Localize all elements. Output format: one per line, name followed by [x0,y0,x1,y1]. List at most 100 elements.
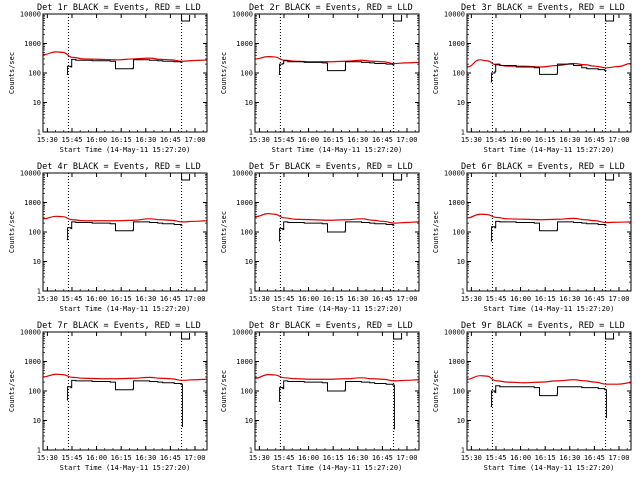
y-tick-label: 10000 [232,11,253,19]
x-tick-label: 16:00 [510,454,531,462]
y-axis-label: Counts/sec [432,211,440,253]
y-tick-label: 100 [28,388,41,396]
lld-series-line [254,213,420,224]
y-tick-label: 10000 [20,11,41,19]
y-axis-label: Counts/sec [8,370,16,412]
x-axis-label: Start Time (14-May-11 15:27:20) [60,305,191,313]
events-series-line [66,221,183,241]
y-tick-label: 10 [457,258,465,266]
x-tick-label: 16:45 [584,295,605,303]
x-axis-label: Start Time (14-May-11 15:27:20) [272,305,403,313]
x-tick-label: 17:00 [184,295,205,303]
events-series-line [490,385,607,419]
x-tick-label: 15:45 [273,454,294,462]
x-tick-label: 16:00 [298,136,319,144]
plot-frame [254,172,420,292]
attenuator-state-bracket [393,333,403,340]
y-axis-label: Counts/sec [432,52,440,94]
y-axis-label: Counts/sec [8,52,16,94]
x-tick-label: 16:00 [86,295,107,303]
x-axis-label: Start Time (14-May-11 15:27:20) [484,146,615,154]
x-tick-label: 15:30 [461,454,482,462]
y-tick-label: 1000 [24,199,41,207]
x-tick-label: 16:00 [86,454,107,462]
y-tick-label: 10 [245,258,253,266]
y-tick-label: 1 [37,129,41,137]
x-tick-label: 17:00 [608,454,629,462]
y-tick-label: 1 [249,288,253,296]
events-series-line [490,63,607,83]
detector-panel-6: Det 6r BLACK = Events, RED = LLD 1 10 100 10… [432,162,632,313]
y-tick-label: 1000 [236,358,253,366]
lld-series-line [466,375,632,385]
x-tick-label: 16:00 [510,136,531,144]
x-tick-label: 15:30 [37,295,58,303]
plot-frame [254,331,420,451]
x-tick-label: 16:45 [160,295,181,303]
detector-panel-2: Det 2r BLACK = Events, RED = LLD 1 10 100 10… [220,3,420,154]
attenuator-state-bracket [393,15,403,22]
plot-frame [254,13,420,133]
x-tick-label: 16:00 [298,295,319,303]
y-tick-label: 1000 [236,40,253,48]
y-tick-label: 10 [33,258,41,266]
plot-frame [42,172,208,292]
x-tick-label: 15:30 [249,295,270,303]
x-axis-label: Start Time (14-May-11 15:27:20) [484,305,615,313]
y-tick-label: 1000 [448,199,465,207]
y-tick-label: 100 [240,70,253,78]
detector-panel-3: Det 3r BLACK = Events, RED = LLD 1 10 100 10… [432,3,632,154]
plot-frame [466,331,632,451]
x-tick-label: 16:30 [347,454,368,462]
events-series-line [278,221,395,242]
x-tick-label: 17:00 [396,454,417,462]
x-tick-label: 15:45 [61,295,82,303]
x-tick-label: 16:45 [372,295,393,303]
x-tick-label: 16:45 [584,454,605,462]
lld-series-line [254,55,420,65]
plot-frame [42,331,208,451]
x-tick-label: 17:00 [184,136,205,144]
panel-title: Det 8r BLACK = Events, RED = LLD [249,321,413,331]
detector-panel-5: Det 5r BLACK = Events, RED = LLD 1 10 100 10… [220,162,420,313]
panel-title: Det 5r BLACK = Events, RED = LLD [249,162,413,172]
lld-series-line [42,373,208,381]
x-tick-label: 16:30 [135,136,156,144]
x-tick-label: 16:15 [535,136,556,144]
y-axis-label: Counts/sec [432,370,440,412]
x-tick-label: 17:00 [608,136,629,144]
y-tick-label: 1 [461,129,465,137]
events-series-line [66,379,183,428]
x-tick-label: 15:45 [61,454,82,462]
x-tick-label: 16:15 [535,454,556,462]
attenuator-state-bracket [181,15,191,22]
y-tick-label: 1000 [448,358,465,366]
y-axis-label: Counts/sec [220,370,228,412]
x-tick-label: 16:15 [111,136,132,144]
plot-frame [466,13,632,133]
y-tick-label: 10000 [444,329,465,337]
events-series-line [278,60,395,75]
panel-title: Det 1r BLACK = Events, RED = LLD [37,3,201,13]
x-axis-label: Start Time (14-May-11 15:27:20) [272,464,403,472]
y-tick-label: 1000 [236,199,253,207]
x-tick-label: 16:45 [160,136,181,144]
x-axis-label: Start Time (14-May-11 15:27:20) [60,146,191,154]
x-tick-label: 16:30 [559,295,580,303]
x-tick-label: 16:30 [347,136,368,144]
x-tick-label: 15:30 [37,136,58,144]
y-tick-label: 100 [240,229,253,237]
attenuator-state-bracket [393,174,403,181]
x-axis-label: Start Time (14-May-11 15:27:20) [60,464,191,472]
y-tick-label: 10000 [20,170,41,178]
detector-panel-8: Det 8r BLACK = Events, RED = LLD 1 10 100 10… [220,321,420,472]
y-tick-label: 10000 [444,170,465,178]
x-tick-label: 17:00 [396,295,417,303]
y-tick-label: 1 [249,447,253,455]
plot-frame [42,13,208,133]
x-tick-label: 15:30 [461,136,482,144]
x-tick-label: 16:45 [372,454,393,462]
attenuator-state-bracket [605,174,615,181]
x-tick-label: 16:30 [559,136,580,144]
